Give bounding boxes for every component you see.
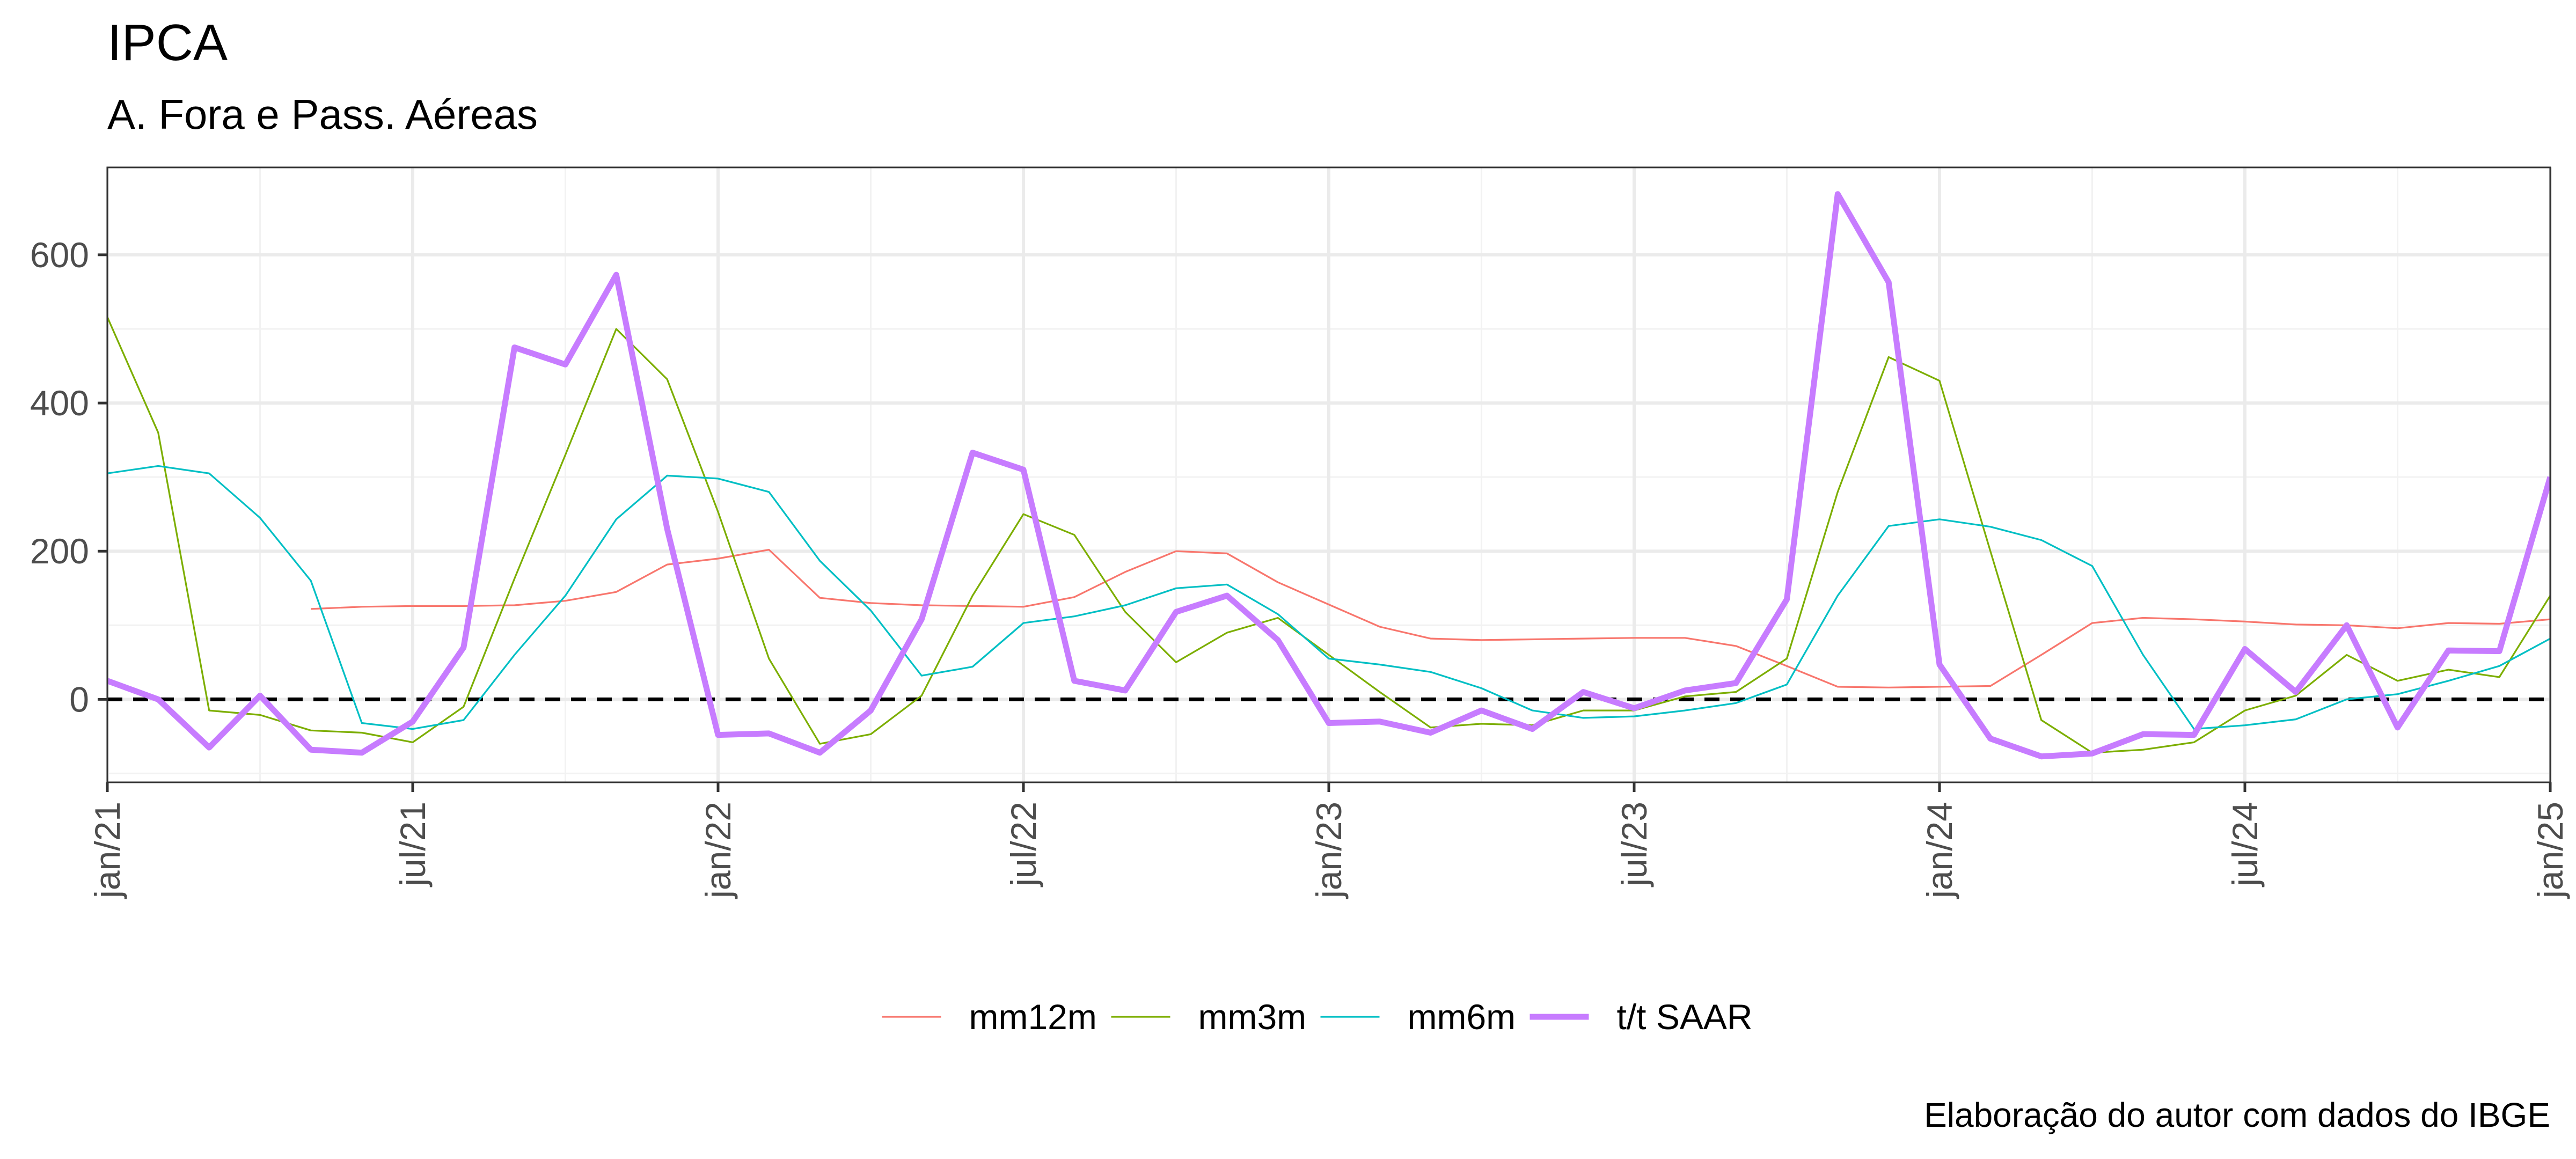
x-tick-label: jan/22 (698, 802, 738, 899)
chart-caption: Elaboração do autor com dados do IBGE (1924, 1096, 2550, 1134)
legend: mm12m mm3m mm6m t/t SAAR (882, 997, 1753, 1037)
series-line-t-t-saar (107, 191, 2550, 760)
x-tick-label: jul/23 (1614, 802, 1654, 887)
y-tick-label: 0 (69, 679, 89, 719)
x-tick-label: jan/23 (1309, 802, 1349, 899)
x-tick-label: jul/22 (1004, 802, 1043, 887)
grid (106, 167, 2552, 782)
chart-subtitle: A. Fora e Pass. Aéreas (107, 91, 538, 138)
legend-label: t/t SAAR (1617, 997, 1753, 1037)
y-axis: 0 200 400 600 (30, 235, 107, 719)
legend-label: mm6m (1408, 997, 1516, 1037)
x-tick-label: jul/21 (393, 802, 433, 887)
legend-label: mm3m (1198, 997, 1307, 1037)
y-tick-label: 400 (30, 383, 89, 423)
x-tick-label: jan/24 (1920, 802, 1959, 899)
x-axis: jan/21 jul/21 jan/22 jul/22 jan/23 jul/23 jan/… (87, 782, 2570, 899)
x-tick-label: jul/24 (2225, 802, 2265, 887)
series-line-mm3m (107, 317, 2550, 754)
y-tick-label: 200 (30, 531, 89, 571)
y-tick-label: 600 (30, 235, 89, 275)
x-tick-label: jan/25 (2530, 802, 2570, 899)
chart-title: IPCA (107, 14, 228, 71)
series-line-mm6m (107, 465, 2550, 730)
x-tick-label: jan/21 (87, 802, 127, 899)
legend-label: mm12m (969, 997, 1097, 1037)
series-lines (107, 191, 2550, 760)
